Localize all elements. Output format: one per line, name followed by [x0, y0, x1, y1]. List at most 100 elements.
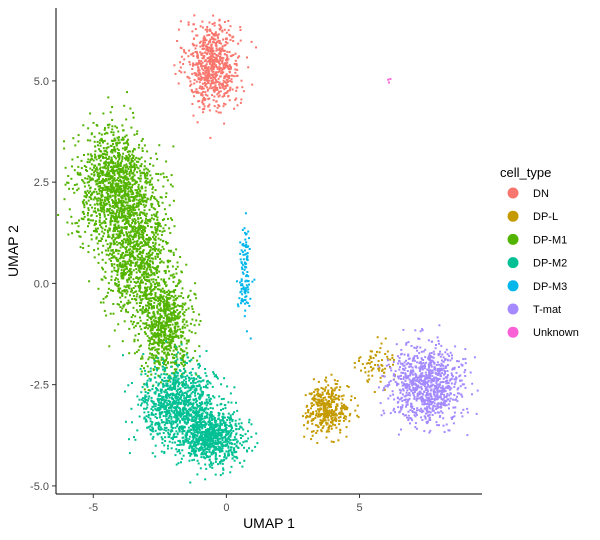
data-point	[112, 239, 115, 242]
data-point	[165, 322, 168, 324]
data-point	[114, 169, 117, 172]
data-point	[178, 397, 181, 400]
data-point	[175, 463, 178, 466]
data-point	[155, 214, 158, 217]
data-point	[204, 401, 207, 404]
data-point	[149, 425, 152, 428]
data-point	[111, 169, 114, 172]
data-point	[154, 231, 157, 234]
data-point	[194, 28, 197, 30]
data-point	[190, 83, 193, 86]
data-point	[85, 196, 88, 199]
data-point	[215, 54, 218, 57]
data-point	[181, 349, 184, 352]
data-point	[312, 411, 315, 413]
data-point	[200, 60, 203, 63]
data-point	[344, 405, 347, 408]
data-point	[152, 164, 155, 167]
data-point	[138, 228, 141, 231]
data-point	[115, 199, 117, 202]
data-point	[122, 185, 125, 188]
data-point	[154, 242, 157, 245]
data-point	[160, 345, 163, 348]
data-point	[318, 410, 321, 413]
data-point	[100, 207, 103, 209]
data-point	[89, 204, 92, 207]
data-point	[189, 84, 192, 87]
data-point	[131, 221, 134, 224]
data-point	[97, 173, 100, 176]
data-point	[113, 156, 116, 159]
data-point	[183, 51, 186, 53]
data-point	[121, 136, 124, 139]
data-point	[170, 330, 173, 333]
data-point	[157, 223, 160, 226]
data-point	[180, 330, 183, 333]
data-point	[228, 99, 231, 102]
data-point	[158, 282, 160, 285]
data-point	[121, 203, 123, 206]
data-point	[141, 200, 144, 203]
data-point	[154, 391, 157, 393]
data-point	[163, 400, 166, 403]
data-point	[322, 409, 325, 411]
data-point	[194, 381, 197, 384]
data-point	[187, 403, 190, 406]
data-point	[308, 392, 311, 395]
data-point	[207, 60, 210, 62]
data-point	[180, 271, 183, 274]
data-point	[194, 394, 197, 397]
data-point	[98, 188, 101, 191]
data-point	[163, 423, 166, 426]
data-point	[158, 432, 161, 435]
data-point	[97, 247, 100, 250]
data-point	[182, 361, 185, 363]
data-point	[170, 377, 173, 380]
data-point	[148, 254, 151, 257]
data-point	[82, 247, 85, 249]
data-point	[140, 299, 143, 302]
data-point	[146, 171, 149, 174]
data-point	[103, 196, 106, 199]
data-point	[161, 230, 164, 233]
data-point	[169, 406, 172, 409]
data-point	[119, 216, 122, 219]
data-point	[80, 159, 83, 162]
data-point	[122, 273, 125, 275]
data-point	[221, 71, 224, 74]
data-point	[166, 265, 169, 268]
data-point	[163, 341, 166, 344]
data-point	[190, 371, 193, 374]
data-point	[151, 421, 154, 424]
data-point	[164, 347, 167, 350]
data-point	[196, 428, 198, 431]
data-point	[149, 378, 152, 381]
data-point	[181, 449, 184, 452]
data-point	[212, 371, 215, 374]
data-point	[165, 404, 168, 407]
data-point	[128, 186, 131, 189]
data-point	[100, 154, 103, 157]
data-point	[151, 251, 154, 254]
data-point	[201, 401, 203, 404]
data-point	[99, 198, 102, 201]
data-point	[93, 135, 96, 138]
data-point	[176, 309, 179, 312]
data-point	[172, 380, 175, 383]
data-point	[122, 276, 125, 279]
data-point	[86, 177, 89, 180]
data-point	[107, 287, 110, 290]
data-point	[177, 317, 179, 320]
data-point	[126, 192, 129, 195]
data-point	[315, 402, 318, 405]
data-point	[223, 53, 226, 56]
data-point	[317, 413, 320, 416]
data-point	[106, 197, 108, 200]
data-point	[129, 241, 132, 244]
data-point	[194, 387, 197, 390]
data-point	[193, 72, 196, 75]
data-point	[156, 272, 158, 275]
data-point	[111, 106, 114, 108]
data-point	[140, 224, 142, 227]
data-point	[193, 412, 196, 415]
